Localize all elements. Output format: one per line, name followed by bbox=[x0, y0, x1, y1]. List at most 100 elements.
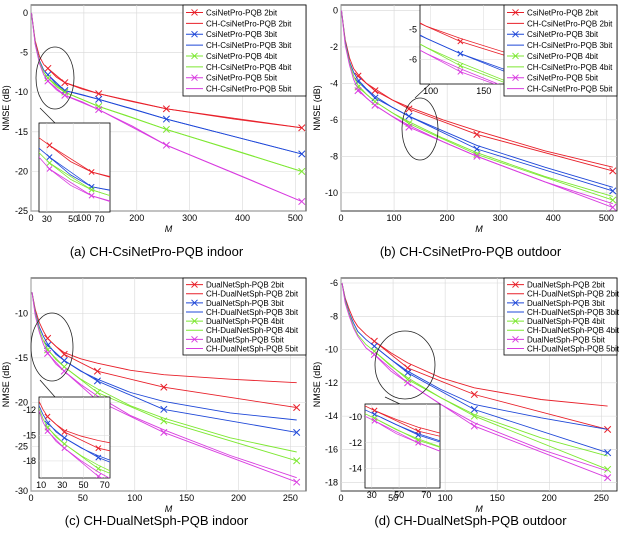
legend-label: CH-CsiNetPro-PQB 4bit bbox=[206, 63, 292, 72]
legend-item: CsiNetPro-PQB 2bit bbox=[507, 8, 599, 17]
data-point bbox=[354, 72, 362, 80]
data-point bbox=[457, 38, 464, 45]
legend-item: CH-CsiNetPro-PQB 3bit bbox=[186, 41, 292, 50]
data-point bbox=[95, 445, 102, 452]
marker-stroke bbox=[93, 367, 101, 375]
zoom-connector bbox=[414, 83, 431, 99]
marker-stroke bbox=[341, 238, 346, 243]
series-line bbox=[39, 147, 110, 191]
legend-item: CsiNetPro-PQB 4bit bbox=[186, 52, 278, 61]
series-line bbox=[365, 405, 440, 434]
inset-x-tick-label: 50 bbox=[78, 480, 88, 490]
series-line bbox=[374, 340, 608, 430]
series-line bbox=[39, 409, 110, 478]
data-point bbox=[604, 449, 612, 457]
legend-item: DualNetSph-PQB 5bit bbox=[186, 335, 285, 344]
marker-stroke bbox=[473, 150, 481, 159]
marker-stroke bbox=[95, 465, 102, 472]
data-point bbox=[293, 404, 301, 412]
data-point bbox=[405, 123, 413, 131]
inset-x-tick-label: 50 bbox=[394, 490, 404, 500]
series-line bbox=[39, 406, 110, 472]
data-point bbox=[95, 465, 102, 472]
legend-label: DualNetSph-PQB 3bit bbox=[206, 299, 285, 308]
legend-label: CH-CsiNetPro-PQB 4bit bbox=[527, 63, 613, 72]
data-point bbox=[173, 214, 178, 219]
legend-label: CH-DualNetSph-PQB 4bit bbox=[206, 326, 299, 335]
zoom-connector bbox=[39, 379, 56, 398]
marker-stroke bbox=[173, 220, 178, 225]
legend-item: DualNetSph-PQB 3bit bbox=[186, 299, 285, 308]
series-line bbox=[39, 137, 110, 178]
series-line bbox=[365, 409, 440, 442]
marker-stroke bbox=[470, 412, 478, 420]
legend-label: DualNetSph-PQB 2bit bbox=[527, 281, 606, 290]
marker-stroke bbox=[470, 390, 478, 399]
inset-panel: 10 30 50 70 -12 -15 -18 bbox=[23, 396, 111, 490]
legend-box bbox=[182, 277, 307, 356]
y-axis-label: NMSE (dB) bbox=[312, 85, 322, 131]
zoom-ellipse bbox=[35, 46, 75, 110]
series-line bbox=[39, 404, 110, 461]
legend-marker bbox=[191, 74, 198, 82]
data-point bbox=[371, 87, 379, 95]
legend-item: CsiNetPro-PQB 5bit bbox=[507, 74, 599, 83]
legend-item: CH-CsiNetPro-PQB 5bit bbox=[186, 85, 292, 94]
x-axis-label: M bbox=[165, 504, 173, 514]
x-tick-label: 300 bbox=[493, 213, 508, 223]
marker-stroke bbox=[44, 420, 51, 427]
legend-label: CsiNetPro-PQB 3bit bbox=[527, 30, 599, 39]
series-line bbox=[49, 156, 110, 191]
data-point bbox=[95, 454, 102, 461]
legend-item: CH-CsiNetPro-PQB 4bit bbox=[507, 63, 613, 72]
legend-marker bbox=[512, 30, 519, 38]
data-point bbox=[95, 473, 102, 478]
x-tick-label: 250 bbox=[283, 493, 298, 503]
marker-stroke bbox=[95, 445, 102, 452]
series-line bbox=[39, 151, 110, 197]
y-tick-label: 0 bbox=[23, 8, 28, 18]
marker-stroke bbox=[604, 474, 612, 482]
legend-item: CH-CsiNetPro-PQB 4bit bbox=[186, 63, 292, 72]
legend-label: CH-CsiNetPro-PQB 3bit bbox=[527, 41, 613, 50]
legend-label: CsiNetPro-PQB 4bit bbox=[527, 52, 599, 61]
inset-y-tick-label: -15 bbox=[23, 430, 36, 440]
series-line bbox=[49, 162, 110, 197]
y-tick-label: -10 bbox=[325, 345, 338, 355]
y-tick-label: -20 bbox=[15, 166, 28, 176]
series-line bbox=[31, 292, 297, 453]
legend-marker bbox=[191, 281, 198, 288]
inset-y-tick-label: -5 bbox=[409, 24, 417, 34]
series-line bbox=[341, 282, 608, 472]
legend-item: DualNetSph-PQB 2bit bbox=[507, 281, 606, 290]
x-tick-label: 50 bbox=[78, 493, 88, 503]
data-point bbox=[604, 474, 612, 482]
y-tick-label: -14 bbox=[325, 411, 338, 421]
data-point bbox=[470, 412, 478, 420]
legend: CsiNetPro-PQB 2bit CH-CsiNetPro-PQB 2bit C… bbox=[182, 4, 307, 97]
legend-label: DualNetSph-PQB 5bit bbox=[527, 335, 606, 344]
inset-x-tick-label: 70 bbox=[100, 480, 110, 490]
data-point bbox=[293, 457, 301, 465]
marker-stroke bbox=[354, 87, 362, 95]
legend-label: CsiNetPro-PQB 5bit bbox=[206, 74, 278, 83]
x-tick-label: 200 bbox=[231, 493, 246, 503]
legend-label: DualNetSph-PQB 5bit bbox=[206, 335, 285, 344]
y-tick-label: -30 bbox=[15, 486, 28, 496]
data-point bbox=[457, 68, 464, 75]
inset-panel: 100 150 -5 -6 bbox=[409, 4, 506, 96]
x-tick-label: 500 bbox=[599, 213, 614, 223]
x-tick-label: 0 bbox=[28, 213, 33, 223]
x-tick-label: 100 bbox=[387, 213, 402, 223]
marker-stroke bbox=[405, 105, 413, 113]
data-point bbox=[457, 62, 464, 69]
marker-stroke bbox=[457, 62, 464, 69]
legend-marker bbox=[191, 9, 198, 16]
legend-marker bbox=[191, 317, 198, 325]
data-point bbox=[61, 429, 68, 435]
data-point bbox=[93, 367, 101, 375]
inset-x-tick-label: 50 bbox=[68, 214, 78, 224]
data-point bbox=[609, 196, 617, 204]
